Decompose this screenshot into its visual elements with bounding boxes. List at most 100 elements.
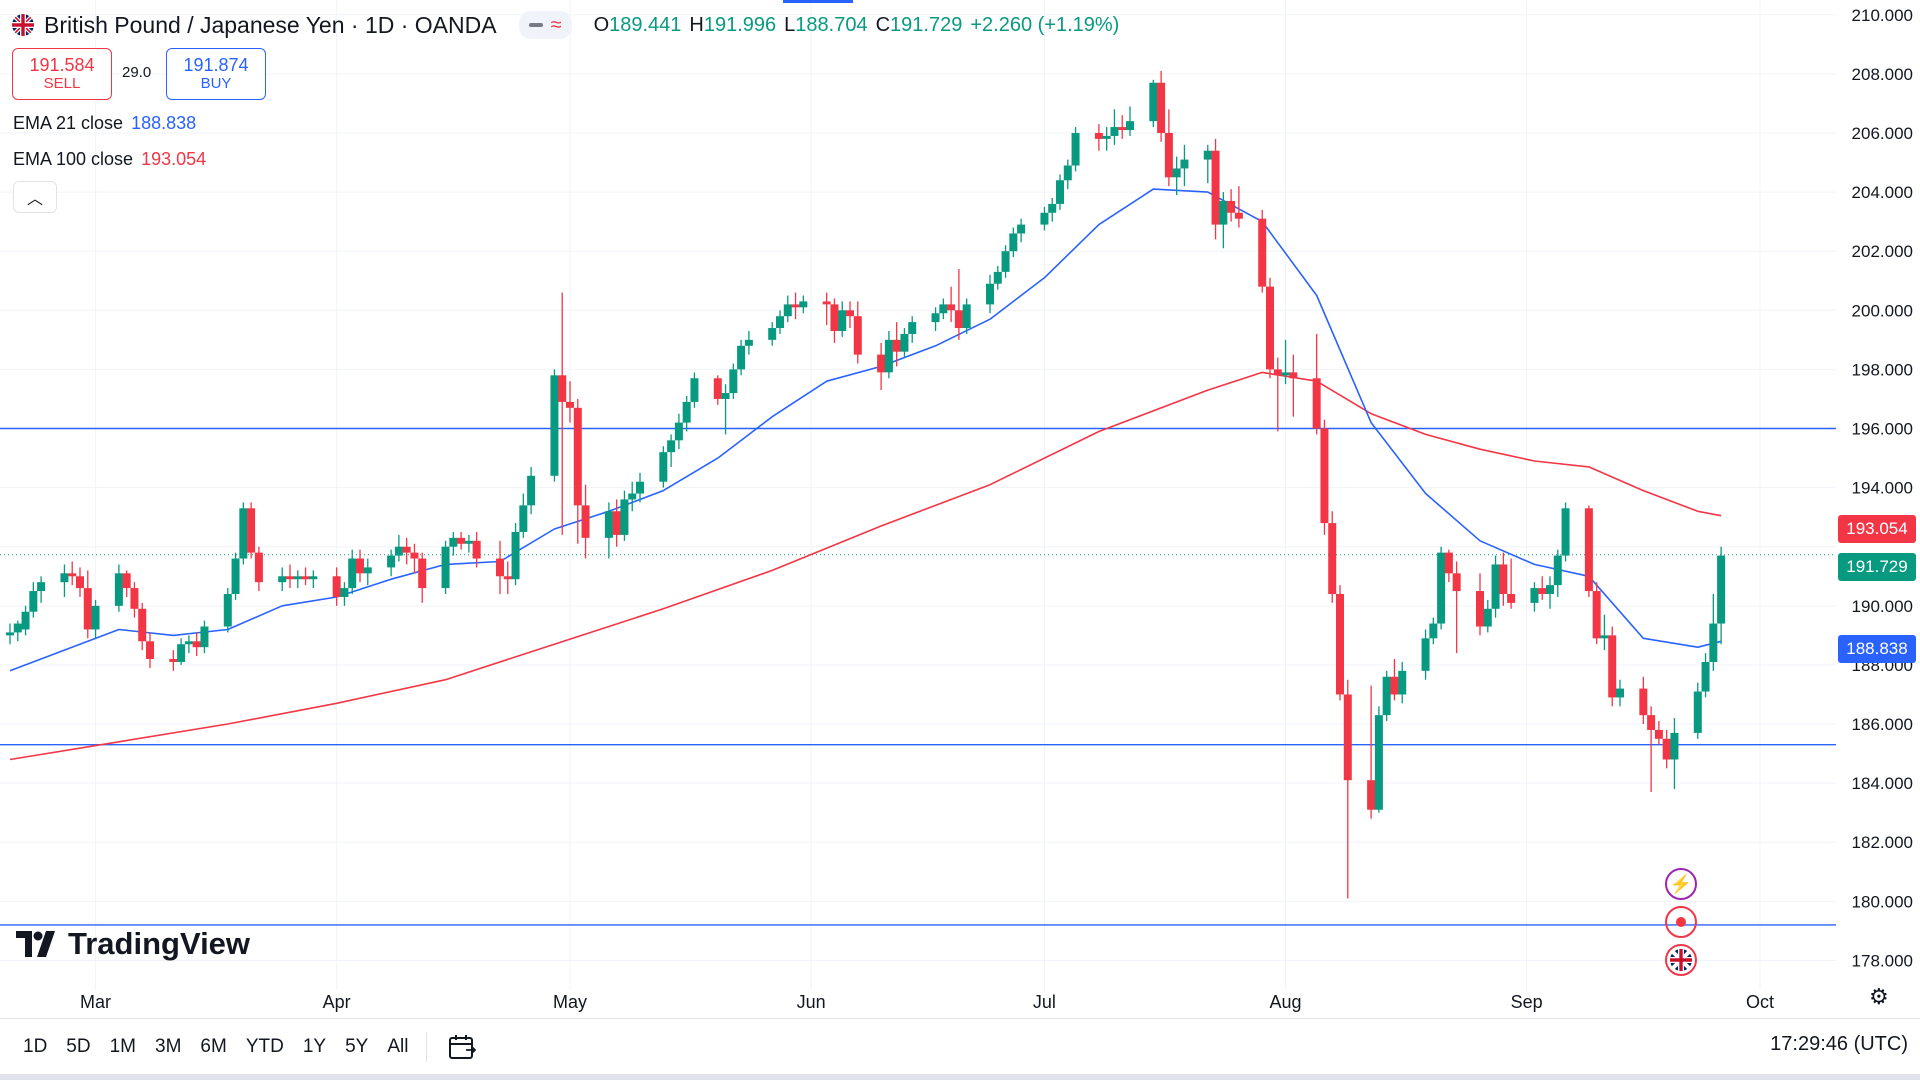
minus-icon	[528, 23, 543, 27]
candle-down	[947, 304, 956, 311]
y-tick-label: 206.000	[1852, 124, 1913, 143]
candle-down	[954, 310, 963, 329]
low-label: L	[784, 13, 796, 36]
candle-up	[13, 623, 22, 633]
lightning-icon[interactable]: ⚡	[1665, 868, 1697, 900]
candle-down	[1258, 218, 1267, 287]
candle-up	[449, 537, 458, 547]
candle-up	[91, 605, 100, 630]
candle-down	[1157, 82, 1166, 133]
candle-up	[682, 401, 691, 423]
candle-up	[737, 345, 746, 370]
range-1d-button[interactable]: 1D	[23, 1036, 48, 1057]
candle-down	[1211, 150, 1220, 225]
uk-flag-icon[interactable]	[1665, 944, 1697, 976]
candle-down	[192, 641, 201, 648]
candle-up	[1110, 127, 1119, 136]
candle-down	[1227, 200, 1236, 213]
calendar-icon[interactable]	[440, 1029, 484, 1065]
ema100-value: 193.054	[141, 149, 207, 169]
candle-up	[1717, 555, 1726, 624]
x-tick-label: Jul	[1033, 992, 1056, 1012]
candle-up	[900, 333, 909, 352]
candle-down	[1444, 552, 1453, 574]
candle-down	[853, 316, 862, 355]
range-all-button[interactable]: All	[387, 1036, 409, 1057]
candle-down	[122, 573, 131, 589]
y-tick-label: 198.000	[1852, 360, 1913, 379]
range-ytd-button[interactable]: YTD	[245, 1036, 284, 1057]
candle-up	[184, 641, 193, 645]
legend-toggle[interactable]: ≈	[518, 11, 572, 39]
candle-up	[363, 567, 372, 574]
collapse-legend-button[interactable]: ︿	[13, 181, 57, 213]
candle-up	[1219, 200, 1228, 225]
y-tick-label: 210.000	[1852, 6, 1913, 25]
range-1m-button[interactable]: 1M	[109, 1036, 136, 1057]
candle-down	[1094, 132, 1103, 139]
candle-down	[612, 511, 621, 535]
range-6m-button[interactable]: 6M	[200, 1036, 227, 1057]
buy-price: 191.874	[183, 55, 249, 75]
candle-up	[636, 481, 644, 494]
candle-down	[301, 576, 310, 580]
candle-up	[962, 304, 971, 329]
candle-down	[1118, 127, 1127, 131]
candle-down	[1312, 378, 1321, 429]
candle-down	[1234, 212, 1243, 219]
record-icon[interactable]	[1665, 906, 1697, 938]
x-tick-label: Mar	[80, 992, 111, 1012]
candle-down	[713, 378, 722, 399]
y-tick-label: 204.000	[1852, 183, 1913, 202]
y-tick-label: 186.000	[1852, 715, 1913, 734]
candle-down	[286, 576, 294, 580]
candle-down	[254, 552, 263, 583]
range-3m-button[interactable]: 3M	[155, 1036, 182, 1057]
gear-icon[interactable]: ⚙	[1869, 984, 1889, 1009]
range-5d-button[interactable]: 5D	[66, 1036, 91, 1057]
indicator-ema21[interactable]: EMA 21 close 188.838	[13, 113, 196, 134]
candle-down	[402, 546, 411, 553]
candle-up	[293, 576, 302, 580]
candle-up	[527, 475, 536, 506]
candle-up	[1126, 121, 1134, 131]
candle-up	[519, 505, 528, 532]
symbol-title[interactable]: British Pound / Japanese Yen · 1D · OAND…	[44, 11, 497, 38]
ema21-line	[9, 188, 1722, 672]
candle-up	[744, 339, 753, 346]
bottom-edge	[0, 1074, 1920, 1080]
open-label: O	[593, 13, 610, 36]
candle-up	[1048, 203, 1057, 213]
candle-up	[1693, 691, 1702, 733]
candle-down	[558, 375, 567, 402]
candle-up	[1149, 82, 1158, 122]
candle-down	[822, 301, 831, 305]
ema100-label: EMA 100 close	[13, 149, 134, 169]
range-5y-button[interactable]: 5Y	[345, 1036, 369, 1057]
low-value: 188.704	[795, 13, 868, 36]
candle-up	[1483, 608, 1492, 627]
candle-up	[1374, 715, 1383, 810]
sell-button[interactable]: 191.584 SELL	[12, 48, 112, 100]
close-label: C	[875, 13, 891, 36]
y-tick-label: 180.000	[1852, 892, 1913, 911]
candle-up	[231, 558, 240, 594]
candle-up	[993, 271, 1002, 284]
tradingview-logo: TradingView	[16, 926, 250, 962]
y-tick-label: 208.000	[1852, 65, 1913, 84]
x-tick-label: Oct	[1746, 992, 1774, 1012]
range-1y-button[interactable]: 1Y	[302, 1036, 327, 1057]
candle-down	[1343, 694, 1352, 781]
candle-up	[177, 644, 186, 662]
candle-up	[1009, 233, 1018, 252]
candle-up	[838, 310, 847, 331]
candle-up	[1382, 676, 1391, 716]
buy-button[interactable]: 191.874 BUY	[166, 48, 266, 100]
indicator-ema100[interactable]: EMA 100 close 193.054	[13, 149, 206, 170]
y-tick-label: 182.000	[1852, 833, 1913, 852]
ema100-line	[9, 371, 1722, 761]
utc-clock[interactable]: 17:29:46 (UTC)	[1770, 1033, 1908, 1055]
